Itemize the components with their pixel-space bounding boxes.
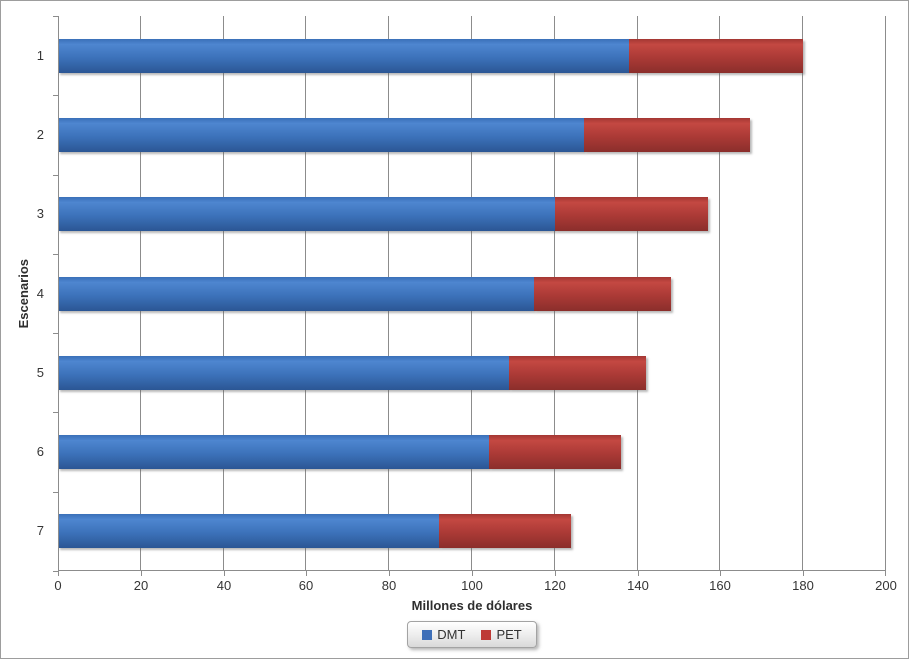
bar-pet-scenario-7 — [439, 514, 571, 549]
bar-dmt-scenario-6 — [58, 435, 489, 470]
x-tick-label-200: 200 — [875, 578, 897, 593]
y-axis-tick — [53, 254, 58, 255]
bar-dmt-scenario-1 — [58, 38, 629, 73]
category-label-4: 4 — [36, 286, 44, 301]
bar-row-7 — [58, 514, 886, 549]
x-axis-tick-200 — [885, 571, 886, 576]
legend-swatch-pet — [481, 629, 492, 640]
bar-pet-scenario-6 — [489, 435, 621, 470]
x-axis-tick-0 — [58, 571, 59, 576]
x-tick-label-120: 120 — [544, 578, 566, 593]
x-tick-label-140: 140 — [627, 578, 649, 593]
y-axis-tick — [53, 95, 58, 96]
bar-row-6 — [58, 435, 886, 470]
bar-row-5 — [58, 355, 886, 390]
plot-area — [53, 16, 886, 576]
y-axis-tick — [53, 175, 58, 176]
bar-pet-scenario-4 — [534, 276, 671, 311]
x-axis-line — [58, 570, 886, 571]
bar-pet-scenario-2 — [584, 117, 750, 152]
gridline-x-180 — [802, 16, 803, 571]
y-axis-tick — [53, 412, 58, 413]
y-axis-tick — [53, 571, 58, 572]
y-axis-tick — [53, 333, 58, 334]
category-label-1: 1 — [36, 48, 44, 63]
x-tick-label-80: 80 — [381, 578, 397, 593]
legend-label-pet: PET — [496, 627, 522, 642]
bar-dmt-scenario-2 — [58, 117, 584, 152]
legend-item-pet: PET — [481, 627, 522, 642]
bar-pet-scenario-5 — [509, 355, 646, 390]
bar-row-1 — [58, 38, 886, 73]
x-axis-title-wrap: Millones de dólares — [58, 597, 886, 615]
category-label-3: 3 — [36, 206, 44, 221]
x-axis-tick-160 — [720, 571, 721, 576]
x-tick-label-0: 0 — [54, 578, 62, 593]
x-tick-label-60: 60 — [298, 578, 314, 593]
y-axis-category-labels: 1 2 3 4 5 6 7 — [1, 16, 58, 571]
x-axis-tick-120 — [555, 571, 556, 576]
x-tick-label-100: 100 — [461, 578, 483, 593]
bar-pet-scenario-1 — [629, 38, 803, 73]
bar-dmt-scenario-5 — [58, 355, 509, 390]
legend-swatch-dmt — [422, 629, 433, 640]
x-axis-tick-80 — [389, 571, 390, 576]
bar-pet-scenario-3 — [555, 197, 708, 232]
gridline-x-200 — [885, 16, 886, 571]
bar-dmt-scenario-3 — [58, 197, 555, 232]
x-tick-label-160: 160 — [709, 578, 731, 593]
legend-label-dmt: DMT — [437, 627, 466, 642]
x-axis-tick-60 — [306, 571, 307, 576]
bar-row-3 — [58, 197, 886, 232]
x-axis-title: Millones de dólares — [411, 598, 533, 613]
x-axis-tick-140 — [638, 571, 639, 576]
bar-dmt-scenario-4 — [58, 276, 534, 311]
bar-row-2 — [58, 117, 886, 152]
x-axis-tick-100 — [472, 571, 473, 576]
bar-row-4 — [58, 276, 886, 311]
category-label-7: 7 — [36, 523, 44, 538]
legend-wrap: DMT PET — [58, 621, 886, 648]
x-tick-label-20: 20 — [133, 578, 149, 593]
bar-dmt-scenario-7 — [58, 514, 439, 549]
x-axis-tick-40 — [224, 571, 225, 576]
y-axis-line — [58, 16, 59, 571]
x-tick-label-40: 40 — [216, 578, 232, 593]
gridline-x-160 — [719, 16, 720, 571]
category-label-5: 5 — [36, 365, 44, 380]
x-axis-tick-20 — [141, 571, 142, 576]
x-axis-tick-180 — [803, 571, 804, 576]
y-axis-tick — [53, 16, 58, 17]
category-label-2: 2 — [36, 127, 44, 142]
x-tick-label-180: 180 — [792, 578, 814, 593]
legend-item-dmt: DMT — [422, 627, 465, 642]
category-label-6: 6 — [36, 444, 44, 459]
legend: DMT PET — [407, 621, 537, 648]
x-axis-tick-labels: 0 20 40 60 80 100 120 140 160 180 200 — [54, 578, 896, 594]
y-axis-tick — [53, 492, 58, 493]
